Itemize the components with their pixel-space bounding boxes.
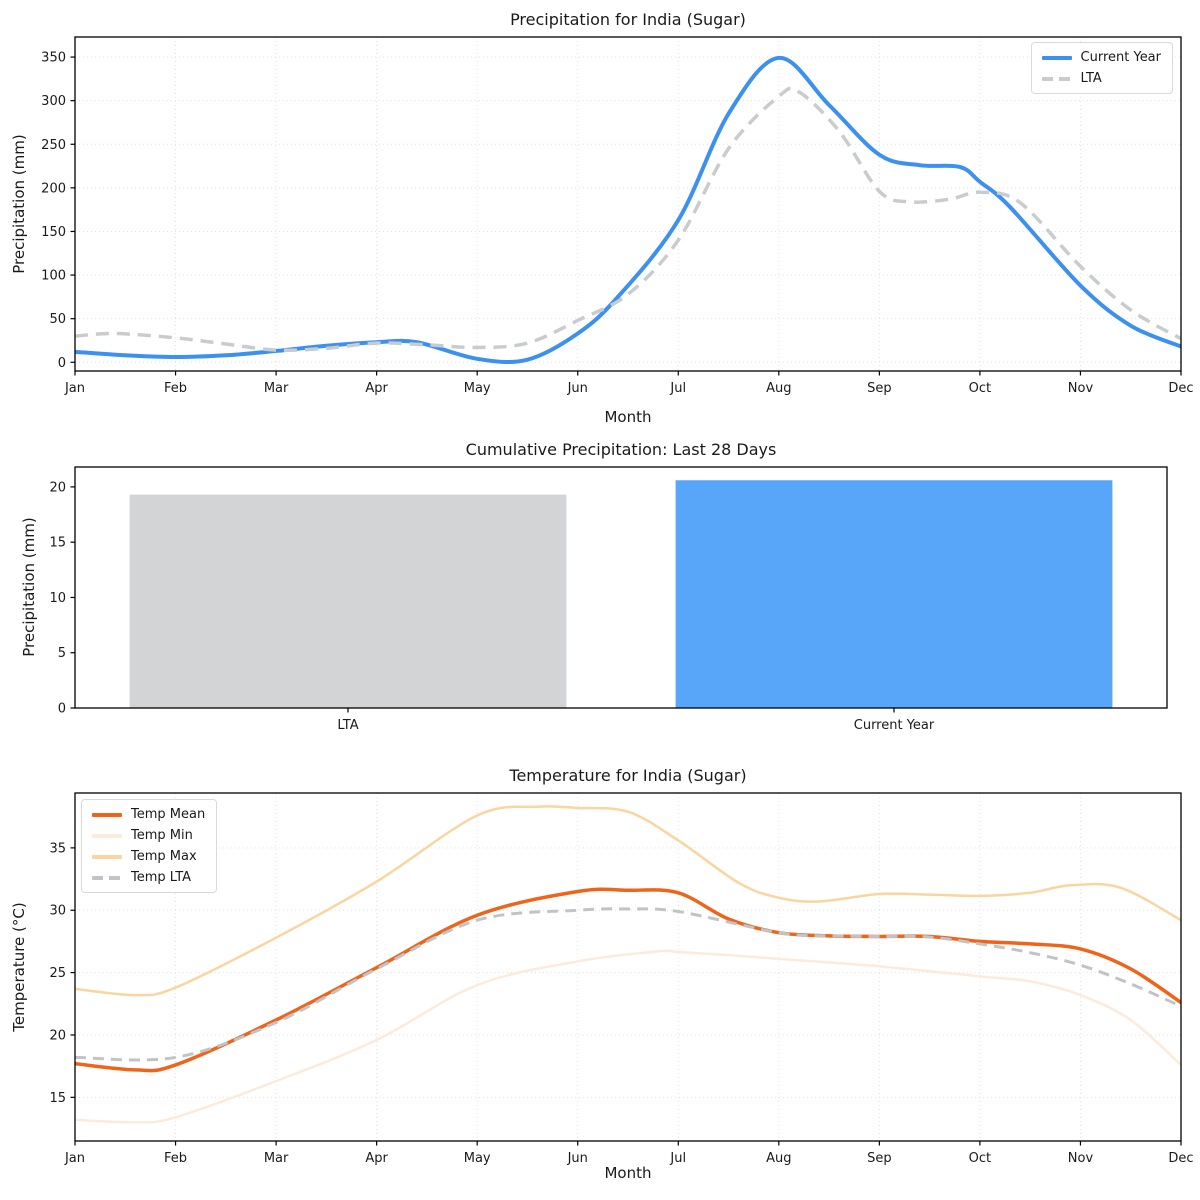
legend-label: Temp Min [131,828,193,843]
svg-text:10: 10 [49,591,66,606]
cumulative-precip-y-axis-label: Precipitation (mm) [20,517,38,657]
legend-label: Temp Max [131,849,197,864]
svg-text:Sep: Sep [867,381,892,396]
current-year-line-swatch [1041,55,1072,60]
svg-text:5: 5 [58,646,66,661]
svg-text:May: May [464,1151,491,1166]
legend-label: LTA [1080,71,1102,86]
legend-label: Temp Mean [131,807,206,822]
svg-text:200: 200 [41,181,66,196]
svg-text:50: 50 [49,312,66,327]
svg-text:15: 15 [49,536,66,551]
legend-item-temp-min: Temp Min [92,828,205,843]
svg-text:35: 35 [49,841,66,856]
svg-text:Apr: Apr [365,1151,388,1166]
svg-text:15: 15 [49,1091,66,1106]
svg-text:Jan: Jan [64,1151,85,1166]
svg-text:Dec: Dec [1168,381,1193,396]
svg-text:Mar: Mar [264,1151,289,1166]
svg-text:350: 350 [41,51,66,66]
legend-item-temp-lta: Temp LTA [92,870,205,885]
svg-text:Jun: Jun [567,1151,588,1166]
svg-text:Jul: Jul [669,1151,686,1166]
svg-text:Aug: Aug [766,381,791,396]
svg-text:Current Year: Current Year [854,718,935,733]
svg-text:0: 0 [58,356,66,371]
temp-max-line-swatch [92,854,122,859]
cumulative-precip-chart-title: Cumulative Precipitation: Last 28 Days [465,440,777,459]
svg-text:Mar: Mar [264,381,289,396]
temperature-x-axis-label: Month [604,1164,652,1182]
svg-text:Jun: Jun [567,381,588,396]
temperature-legend: Temp Mean Temp Min Temp Max Temp LTA [81,799,218,893]
legend-label: Current Year [1080,50,1161,65]
temp-mean-line-swatch [92,812,122,817]
svg-text:Jul: Jul [669,381,686,396]
svg-text:Apr: Apr [365,381,388,396]
svg-text:Dec: Dec [1168,1151,1193,1166]
precipitation-x-axis-label: Month [604,408,652,426]
svg-text:20: 20 [49,480,66,495]
svg-text:Nov: Nov [1068,381,1094,396]
legend-label: Temp LTA [131,870,192,885]
svg-text:Nov: Nov [1068,1151,1094,1166]
svg-text:30: 30 [49,904,66,919]
temperature-y-axis-label: Temperature (°C) [10,902,28,1032]
legend-item-current-year: Current Year [1041,50,1161,65]
legend-item-lta: LTA [1041,71,1161,86]
svg-text:LTA: LTA [337,718,358,733]
precipitation-y-axis-label: Precipitation (mm) [10,134,28,274]
temp-min-line-swatch [92,833,122,838]
precipitation-legend: Current Year LTA [1030,42,1173,94]
temperature-chart-title: Temperature for India (Sugar) [509,766,747,785]
svg-text:Aug: Aug [766,1151,791,1166]
svg-text:250: 250 [41,138,66,153]
precipitation-chart-title: Precipitation for India (Sugar) [510,10,746,29]
svg-text:20: 20 [49,1028,66,1043]
svg-text:Jan: Jan [64,381,85,396]
svg-text:Sep: Sep [867,1151,892,1166]
lta-line-swatch [1041,76,1072,81]
svg-text:May: May [464,381,491,396]
svg-text:300: 300 [41,94,66,109]
legend-item-temp-mean: Temp Mean [92,807,205,822]
legend-item-temp-max: Temp Max [92,849,205,864]
svg-text:25: 25 [49,966,66,981]
svg-text:Oct: Oct [969,381,991,396]
svg-text:Feb: Feb [164,1151,187,1166]
temp-lta-line-swatch [92,875,122,880]
svg-text:100: 100 [41,269,66,284]
svg-text:Oct: Oct [969,1151,991,1166]
svg-text:Feb: Feb [164,381,187,396]
svg-text:0: 0 [58,702,66,717]
svg-text:150: 150 [41,225,66,240]
